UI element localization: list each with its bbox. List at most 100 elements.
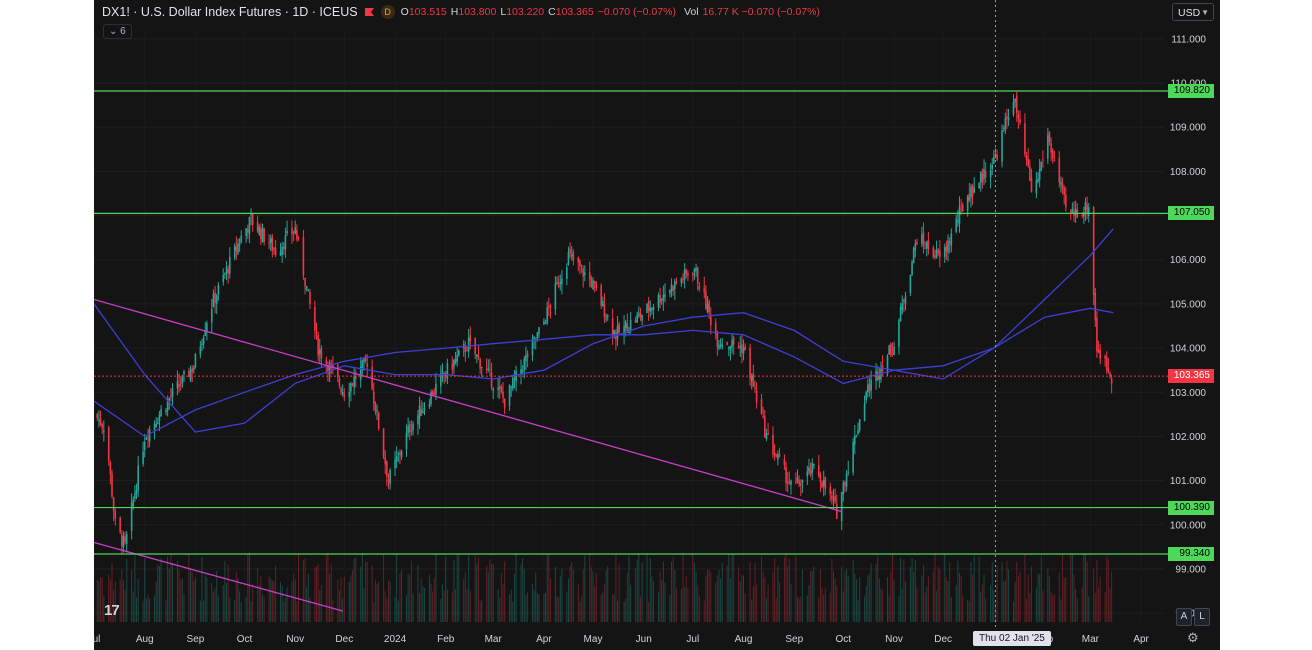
- volume-bar: [111, 563, 113, 622]
- candle-body: [672, 286, 674, 292]
- volume-bar: [674, 569, 676, 622]
- volume-bar: [157, 564, 159, 622]
- candle-body: [469, 335, 472, 341]
- volume-bar: [764, 577, 766, 622]
- candle-body: [1012, 102, 1015, 115]
- candle-body: [600, 285, 602, 306]
- volume-bar: [705, 575, 707, 622]
- candle-body: [682, 279, 684, 281]
- candle-body: [325, 360, 328, 364]
- x-tick-label: Aug: [735, 634, 753, 645]
- x-tick-label: May: [584, 634, 603, 645]
- volume-bar: [577, 584, 579, 622]
- candle-body: [842, 482, 845, 494]
- volume-bar: [1037, 573, 1039, 622]
- candle-body: [189, 369, 192, 381]
- ohlc-values: O103.515 H103.800 L103.220 C103.365 −0.0…: [401, 6, 820, 18]
- volume-bar: [535, 572, 537, 622]
- log-scale-button[interactable]: L: [1194, 608, 1210, 626]
- candle-body: [433, 392, 436, 394]
- candle-body: [246, 229, 249, 232]
- currency-select[interactable]: USD ▼: [1172, 3, 1214, 21]
- price-chart[interactable]: 111.000110.000109.000108.000107.000106.0…: [94, 0, 1220, 650]
- candle-body: [904, 296, 907, 304]
- volume-bar: [572, 570, 574, 622]
- candle-body: [431, 391, 434, 397]
- candle-body: [731, 339, 733, 348]
- volume-bar: [916, 587, 918, 622]
- volume-bar: [260, 575, 262, 622]
- volume-bar: [145, 597, 147, 622]
- volume-bar: [298, 554, 300, 622]
- candle-body: [1004, 118, 1007, 131]
- volume-bar: [707, 570, 709, 622]
- candle-body: [935, 249, 938, 259]
- trendline: [94, 298, 842, 513]
- flag-icon[interactable]: [364, 7, 375, 18]
- volume-bar: [1030, 566, 1032, 622]
- symbol-title[interactable]: DX1! · U.S. Dollar Index Futures · 1D · …: [102, 5, 358, 19]
- volume-bar: [155, 581, 157, 622]
- volume-bar: [201, 556, 203, 622]
- volume-bar: [996, 565, 998, 622]
- volume-bar: [1086, 561, 1088, 622]
- candle-body: [613, 330, 616, 337]
- candle-body: [114, 511, 117, 519]
- candle-body: [500, 386, 503, 393]
- candle-body: [870, 379, 872, 391]
- candle-body: [374, 402, 377, 412]
- volume-bar: [800, 596, 802, 622]
- candle-body: [878, 376, 881, 380]
- volume-bar: [607, 566, 609, 622]
- candle-body: [489, 369, 491, 371]
- volume-bar: [502, 583, 504, 622]
- candle-body: [456, 355, 459, 362]
- candle-body: [538, 327, 540, 335]
- candle-body: [898, 320, 900, 347]
- volume-bar: [554, 567, 556, 622]
- volume-bar: [314, 567, 316, 622]
- candle-body: [957, 220, 959, 223]
- volume-bar: [445, 556, 447, 622]
- candle-body: [955, 218, 958, 233]
- candle-body: [603, 303, 606, 318]
- volume-bar: [983, 574, 985, 622]
- indicators-toggle[interactable]: ⌄ 6: [103, 24, 132, 39]
- volume-bar: [1088, 596, 1090, 622]
- volume-bar: [808, 585, 810, 622]
- candle-body: [1025, 155, 1028, 161]
- candle-body: [582, 268, 584, 277]
- candle-body: [763, 416, 766, 438]
- candle-body: [1053, 160, 1056, 162]
- candle-body: [1083, 211, 1085, 217]
- volume-bar: [767, 584, 769, 622]
- candle-body: [925, 242, 928, 249]
- auto-scale-button[interactable]: A: [1176, 608, 1192, 626]
- level-price-label: 107.050: [1168, 206, 1214, 221]
- tradingview-logo[interactable]: 17: [104, 602, 120, 619]
- candle-body: [400, 451, 403, 457]
- volume-bar: [682, 552, 684, 622]
- candle-body: [664, 294, 666, 297]
- candle-body: [132, 500, 135, 506]
- data-badge[interactable]: D: [380, 5, 395, 19]
- y-tick-label: 103.000: [1170, 388, 1207, 399]
- volume-bar: [1027, 574, 1029, 622]
- volume-bar: [124, 590, 126, 622]
- candle-body: [453, 360, 455, 367]
- candle-body: [739, 345, 742, 348]
- volume-bar: [410, 560, 412, 622]
- volume-bar: [464, 571, 466, 622]
- candle-body: [315, 332, 318, 334]
- volume-bar: [1107, 559, 1109, 622]
- gear-icon[interactable]: ⚙: [1187, 630, 1199, 645]
- volume-bar: [366, 561, 368, 622]
- candle-body: [307, 289, 310, 291]
- chart-area[interactable]: 111.000110.000109.000108.000107.000106.0…: [94, 0, 1220, 650]
- candle-body: [970, 186, 972, 198]
- candle-body: [911, 261, 913, 276]
- volume-bar: [600, 594, 602, 622]
- candle-body: [279, 251, 282, 256]
- candle-body: [240, 235, 243, 243]
- volume-bar: [226, 582, 228, 622]
